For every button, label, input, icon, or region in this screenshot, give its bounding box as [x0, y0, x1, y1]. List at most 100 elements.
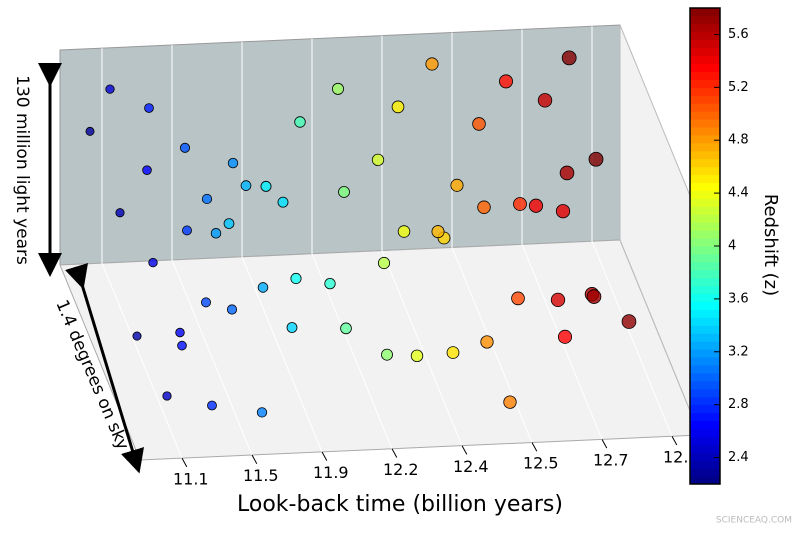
galaxy-point	[256, 407, 268, 418]
galaxy-point	[182, 225, 192, 236]
colorbar-segment	[690, 8, 720, 17]
galaxy-point	[105, 84, 115, 94]
colorbar-segment	[690, 269, 720, 279]
colorbar-segment	[690, 309, 720, 318]
plot-area: 11.1 11.5 11.9 12.2 12.4 12.5 12.7 12.8	[59, 24, 701, 488]
x-tick	[671, 436, 678, 446]
colorbar-segment	[690, 444, 720, 453]
grid-line	[241, 41, 323, 453]
galaxy-point	[537, 93, 553, 108]
x-tick	[391, 448, 398, 458]
galaxy-point	[179, 142, 191, 153]
colorbar-segment	[690, 412, 720, 422]
galaxy-point	[450, 178, 464, 192]
colorbar-segment	[690, 293, 720, 303]
colorbar-segment	[690, 31, 720, 41]
colorbar-segment	[690, 388, 720, 398]
colorbar-tick-label: 2.8	[728, 397, 749, 412]
colorbar-segment	[690, 111, 720, 120]
galaxy-point	[223, 218, 235, 229]
galaxy-point	[371, 153, 385, 167]
galaxy-point	[277, 196, 289, 208]
colorbar-segment	[690, 222, 720, 231]
x-tick	[601, 439, 608, 449]
colorbar-segment	[690, 357, 720, 366]
galaxy-point	[132, 331, 142, 341]
galaxy-point	[201, 193, 213, 205]
colorbar-segment	[690, 71, 720, 80]
x-tick-label: 11.1	[173, 469, 209, 488]
colorbar-segment	[690, 95, 720, 104]
grid-line	[311, 38, 393, 449]
colorbar-segment	[690, 285, 720, 295]
galaxy-point	[480, 335, 494, 349]
galaxy-point	[175, 327, 185, 338]
galaxy-point	[290, 272, 302, 285]
colorbar-segment	[690, 15, 720, 25]
galaxy-point	[286, 322, 298, 333]
colorbar-segment	[690, 166, 720, 176]
grid-line	[521, 29, 603, 440]
colorbar-segment	[690, 190, 720, 199]
x-tick	[321, 451, 328, 461]
galaxy-point	[142, 165, 152, 175]
colorbar-segment	[690, 380, 720, 390]
galaxy-point	[513, 197, 527, 211]
galaxy-point	[226, 304, 238, 315]
colorbar-segment	[690, 277, 720, 287]
colorbar-segment	[690, 333, 720, 342]
galaxy-point	[588, 151, 604, 167]
colorbar-segment	[690, 79, 720, 88]
galaxy-point	[477, 200, 491, 214]
x-axis-label: Look-back time (billion years)	[237, 492, 563, 517]
galaxy-point	[391, 100, 405, 114]
colorbar-segment	[690, 134, 720, 144]
x-tick	[251, 454, 258, 464]
galaxy-point	[257, 282, 269, 293]
colorbar: 2.4 2.8 3.2 3.6 4 4.4 4.8 5.2 5.6	[689, 7, 749, 485]
back-wall	[59, 24, 621, 266]
galaxy-point	[511, 291, 525, 306]
galaxy-point	[144, 103, 154, 113]
colorbar-segment	[690, 63, 720, 72]
z-axis-label: 130 million light years	[12, 75, 32, 265]
galaxy-point	[559, 165, 575, 181]
colorbar-segment	[690, 468, 720, 477]
galaxy-point	[499, 74, 513, 89]
x-tick-label: 12.7	[593, 451, 629, 470]
galaxy-point	[528, 198, 544, 213]
colorbar-segment	[690, 428, 720, 437]
colorbar-segment	[690, 103, 720, 112]
x-tick-label: 12.2	[383, 460, 419, 479]
galaxy-point	[324, 277, 336, 290]
colorbar-segment	[690, 127, 720, 136]
grid-line	[381, 35, 463, 446]
galaxy-point	[472, 117, 486, 131]
galaxy-point	[332, 82, 344, 95]
galaxy-point	[586, 289, 602, 304]
grid-line	[171, 45, 253, 456]
galaxy-point	[557, 329, 573, 344]
colorbar-segment	[690, 119, 720, 128]
galaxy-point	[115, 208, 125, 218]
colorbar-tick-label: 4.8	[728, 133, 749, 148]
galaxy-point	[294, 116, 306, 128]
colorbar-segment	[690, 349, 720, 358]
colorbar-segment	[690, 325, 720, 334]
colorbar-segment	[690, 198, 720, 207]
colorbar-segment	[690, 460, 720, 469]
colorbar-segment	[690, 206, 720, 215]
galaxy-point	[338, 186, 350, 198]
colorbar-segment	[690, 396, 720, 406]
galaxy-point	[555, 204, 571, 219]
galaxy-point	[425, 57, 439, 71]
galaxy-point	[550, 292, 566, 308]
x-tick	[181, 457, 188, 468]
galaxy-point	[340, 322, 352, 335]
colorbar-segment	[690, 261, 720, 271]
galaxy-point	[446, 346, 460, 359]
galaxy-point	[397, 225, 411, 238]
y-arrow	[65, 263, 144, 474]
galaxy-point	[85, 126, 95, 136]
